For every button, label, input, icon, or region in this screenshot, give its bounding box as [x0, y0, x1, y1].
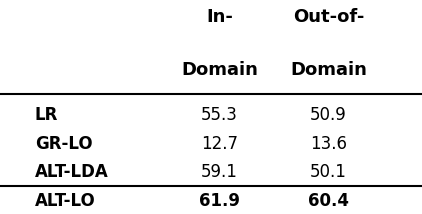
- Text: LR: LR: [35, 106, 58, 125]
- Text: Domain: Domain: [181, 61, 258, 79]
- Text: 50.9: 50.9: [310, 106, 347, 125]
- Text: ALT-LO: ALT-LO: [35, 192, 96, 210]
- Text: 13.6: 13.6: [310, 135, 347, 153]
- Text: Out-of-: Out-of-: [293, 8, 364, 26]
- Text: 50.1: 50.1: [310, 163, 347, 181]
- Text: GR-LO: GR-LO: [35, 135, 92, 153]
- Text: 55.3: 55.3: [201, 106, 238, 125]
- Text: 59.1: 59.1: [201, 163, 238, 181]
- Text: Domain: Domain: [290, 61, 367, 79]
- Text: 12.7: 12.7: [201, 135, 238, 153]
- Text: 60.4: 60.4: [308, 192, 349, 210]
- Text: ALT-LDA: ALT-LDA: [35, 163, 109, 181]
- Text: 61.9: 61.9: [199, 192, 240, 210]
- Text: In-: In-: [206, 8, 233, 26]
